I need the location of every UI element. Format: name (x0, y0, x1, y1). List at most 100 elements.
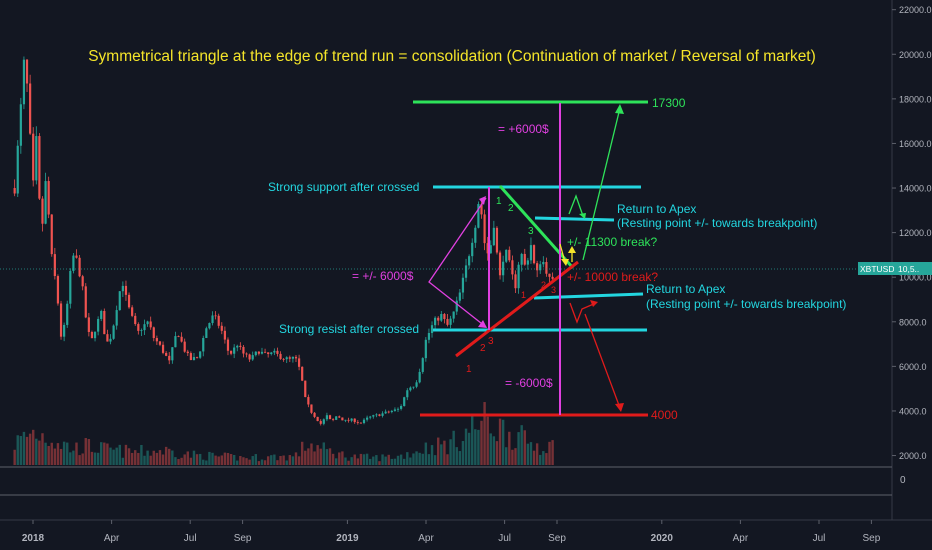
candle-body (273, 350, 276, 353)
candle-body (127, 294, 131, 308)
candle-body (121, 285, 124, 292)
y-tick-label: 20000.0 (899, 50, 932, 60)
volume-bar (328, 448, 332, 465)
volume-bar (236, 460, 239, 465)
candle-body (254, 351, 257, 356)
volume-bar (480, 420, 483, 465)
candle-body (59, 303, 63, 337)
volume-bar (186, 451, 189, 465)
candle-body (214, 315, 217, 317)
chart-title: Symmetrical triangle at the edge of tren… (88, 48, 816, 65)
candle-body (297, 358, 301, 367)
candle-body (226, 339, 230, 351)
symbol-tag-box (858, 262, 894, 275)
pm-6000-arrows (428, 197, 487, 328)
candle-body (381, 413, 384, 416)
candle-body (202, 338, 205, 352)
candle-body (529, 245, 533, 261)
volume-bar (214, 455, 217, 465)
volume-bar (501, 419, 505, 465)
return-apex-upper-line2: (Resting point +/- towards breakpoint) (617, 216, 817, 230)
volume-bar (440, 444, 443, 465)
candle-body (183, 341, 186, 352)
volume-bar (334, 458, 338, 465)
candle-body (109, 338, 112, 342)
volume-bar (189, 457, 193, 465)
volume-bar (177, 459, 180, 465)
volume-bar (266, 456, 270, 465)
candle-body (378, 414, 381, 416)
level-4000-label: 4000 (651, 408, 678, 422)
volume-bar (310, 443, 313, 465)
candle-body (115, 310, 118, 326)
candle-body (143, 324, 146, 331)
candle-body (69, 270, 72, 304)
candle-body (263, 351, 267, 353)
candle-body (418, 371, 421, 383)
volume-bar (168, 448, 171, 465)
volume-bar (529, 442, 533, 465)
candle-body (251, 355, 254, 360)
candle-body (331, 419, 335, 420)
candle-body (406, 390, 409, 398)
volume-bar (511, 449, 514, 465)
volume-bar (495, 441, 499, 465)
candle-body (63, 324, 66, 337)
volume-bar (433, 455, 437, 465)
candle-body (539, 264, 542, 271)
candle-body (248, 354, 251, 360)
volume-bar (471, 414, 474, 465)
volume-bar (300, 441, 304, 465)
candle-body (220, 325, 223, 331)
candle-body (245, 353, 248, 355)
volume-bar (356, 458, 360, 465)
volume-bar (418, 452, 421, 465)
y-tick-label: 10000.0 (899, 273, 932, 283)
volume-bar (13, 449, 16, 465)
candle-body (72, 255, 75, 271)
candle-body (217, 315, 220, 326)
volume-bar (35, 438, 38, 465)
candle-body (242, 346, 245, 354)
candle-body (551, 276, 554, 279)
candle-body (316, 416, 319, 422)
candle-body (13, 188, 16, 194)
volume-bar (437, 437, 440, 465)
y-tick-label: 4000.0 (899, 406, 927, 416)
candle-body (97, 318, 100, 332)
volume-bar (532, 450, 536, 465)
volume-bar (399, 454, 403, 465)
candle-body (192, 357, 196, 360)
volume-bar (205, 460, 208, 465)
volume-bar (158, 450, 162, 465)
candle-body (545, 262, 548, 274)
green-breakout-arrow (582, 107, 621, 261)
candle-body (322, 419, 325, 424)
x-tick-label: Apr (418, 533, 434, 544)
candle-body (443, 314, 446, 320)
volume-bar (62, 441, 66, 465)
volume-bar (319, 448, 322, 465)
volume-bar (378, 461, 381, 465)
candle-body (440, 314, 443, 321)
candle-body (523, 253, 526, 265)
candle-body (498, 252, 502, 276)
candle-body (307, 397, 310, 405)
volume-bar (477, 429, 480, 465)
candle-body (526, 260, 529, 265)
volume-bar (106, 443, 109, 465)
volume-bar (273, 454, 276, 465)
yellow-apex-arrowhead-up (568, 246, 576, 253)
volume-bar (19, 436, 23, 465)
volume-bar (115, 447, 118, 465)
green-breakout-arrowhead (615, 104, 624, 114)
x-tick-label: Sep (863, 533, 881, 544)
volume-bar (155, 452, 159, 465)
candle-body (223, 330, 226, 340)
level-17300-label: 17300 (652, 96, 686, 110)
candle-body (328, 415, 332, 420)
candle-body (424, 339, 427, 359)
candle-body (41, 198, 44, 224)
volume-bar (164, 446, 168, 465)
volume-bar (523, 430, 526, 465)
